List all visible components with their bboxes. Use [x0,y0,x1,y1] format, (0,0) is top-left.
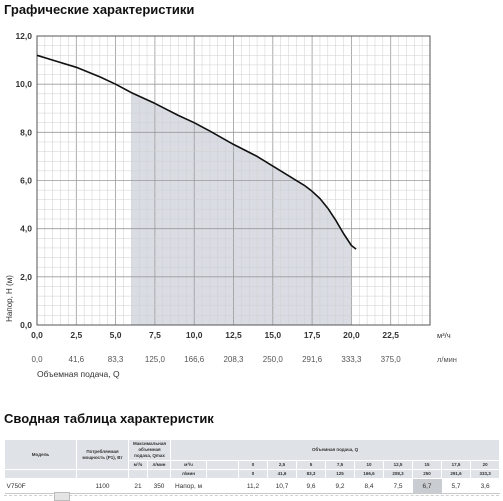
header-lmin-value: 291,6 [441,469,472,479]
cell-head-label: Напор, м [170,478,207,494]
header-m3h-value: 2,5 [267,460,298,470]
x-tick-label: 7,5 [149,330,161,340]
header-m3h-value: 20 [470,460,501,470]
x2-tick-label: 125,0 [145,355,166,364]
x-tick-label: 12,5 [225,330,242,340]
header-m3h-value: 0 [238,460,269,470]
chart-title: Графические характеристики [4,2,195,17]
cell-head-value: 5,7 [441,478,471,494]
header-m3h-value: 12,5 [383,460,414,470]
header-m3h-value: 10 [354,460,385,470]
x2-tick-label: 208,3 [223,355,244,364]
header-m3h-value: 5 [296,460,327,470]
x2-tick-label: 250,0 [263,355,284,364]
cell-qmax-m3h: 21 [128,478,148,494]
header-power: Потребляемая мощность (P1), Вт [76,439,129,470]
x2-tick-label: 0,0 [31,355,43,364]
header-flow: Объемная подача, Q [170,439,501,461]
header-flow-lmin: л/мин [170,469,208,479]
y-tick-label: 10,0 [15,79,32,89]
y-tick-label: 2,0 [20,272,32,282]
y-tick-label: 6,0 [20,176,32,186]
header-blank [4,469,77,479]
header-m3h-value: 17,5 [441,460,472,470]
header-blank [128,469,148,479]
header-qmax-lmin: л/мин [146,460,172,470]
x-tick-label: 5,0 [110,330,122,340]
characteristics-table: Модель Потребляемая мощность (P1), Вт Ма… [4,439,501,494]
pump-curve-chart: 0,0 2,0 4,0 6,0 8,0 10,0 12,0 0,0 2,5 5,0 7,5 10,0 1… [5,31,457,379]
head-curve [36,54,357,250]
cell-power: 1100 [76,478,129,494]
table-row: V750F 1100 21 350 Напор, м 11,2 10,7 9,6… [4,478,500,494]
y-tick-label: 8,0 [20,127,32,137]
x2-tick-label: 291,6 [302,355,323,364]
x-tick-label: 10,0 [186,330,203,340]
y-axis-title: Напор, H (м) [5,275,14,322]
x2-tick-label: 83,3 [108,355,124,364]
footer-divider [4,495,499,496]
header-blank [76,469,129,479]
header-flow-m3h-sub [206,460,240,470]
x-tick-label: 15,0 [265,330,282,340]
cell-head-value: 7,5 [383,478,413,494]
cell-qmax-lmin: 350 [147,478,171,494]
cell-head-value-highlighted: 6,7 [412,478,442,494]
cell-blank [206,478,239,494]
header-blank [146,469,172,479]
header-lmin-value: 333,3 [470,469,501,479]
x-axis-title: Объемная подача, Q [37,369,120,379]
header-lmin-value: 0 [238,469,269,479]
header-flow-m3h: м³/ч [170,460,208,470]
plot-frame [36,35,431,326]
y-tick-label: 0,0 [20,320,32,330]
x2-tick-label: 375,0 [381,355,402,364]
x-unit-label: м³/ч [437,331,451,340]
cell-head-value: 9,2 [325,478,355,494]
header-m3h-value: 15 [412,460,443,470]
x2-unit-label: л/мин [437,355,457,364]
x-tick-label: 2,5 [70,330,82,340]
header-lmin-value: 83,3 [296,469,327,479]
x2-tick-label: 41,6 [69,355,85,364]
x2-tick-label: 166,6 [184,355,205,364]
cell-head-value: 10,7 [267,478,297,494]
cell-head-value: 9,6 [296,478,326,494]
header-lmin-value: 125 [325,469,356,479]
cell-model: V750F [4,478,77,494]
table-footer [4,492,499,501]
header-lmin-value: 166,6 [354,469,385,479]
x-tick-label: 20,0 [343,330,360,340]
header-blank [206,469,240,479]
x-tick-label: 17,5 [304,330,321,340]
header-m3h-value: 7,5 [325,460,356,470]
header-qmax: Максимальная объемная подача, Qmax [127,439,172,461]
table-title: Сводная таблица характеристик [4,411,214,426]
cell-head-value: 8,4 [354,478,384,494]
x-tick-label: 22,5 [382,330,399,340]
header-qmax-m3h: м³/ч [128,460,148,470]
y-tick-label: 12,0 [15,31,32,41]
x2-tick-label: 333,3 [341,355,362,364]
header-lmin-value: 41,6 [267,469,298,479]
x-tick-label: 0,0 [31,330,43,340]
header-lmin-value: 250 [412,469,443,479]
cell-head-value: 11,2 [238,478,268,494]
header-lmin-value: 208,3 [383,469,414,479]
cell-head-value: 3,6 [470,478,500,494]
header-model: Модель [4,439,77,470]
y-tick-label: 4,0 [20,224,32,234]
